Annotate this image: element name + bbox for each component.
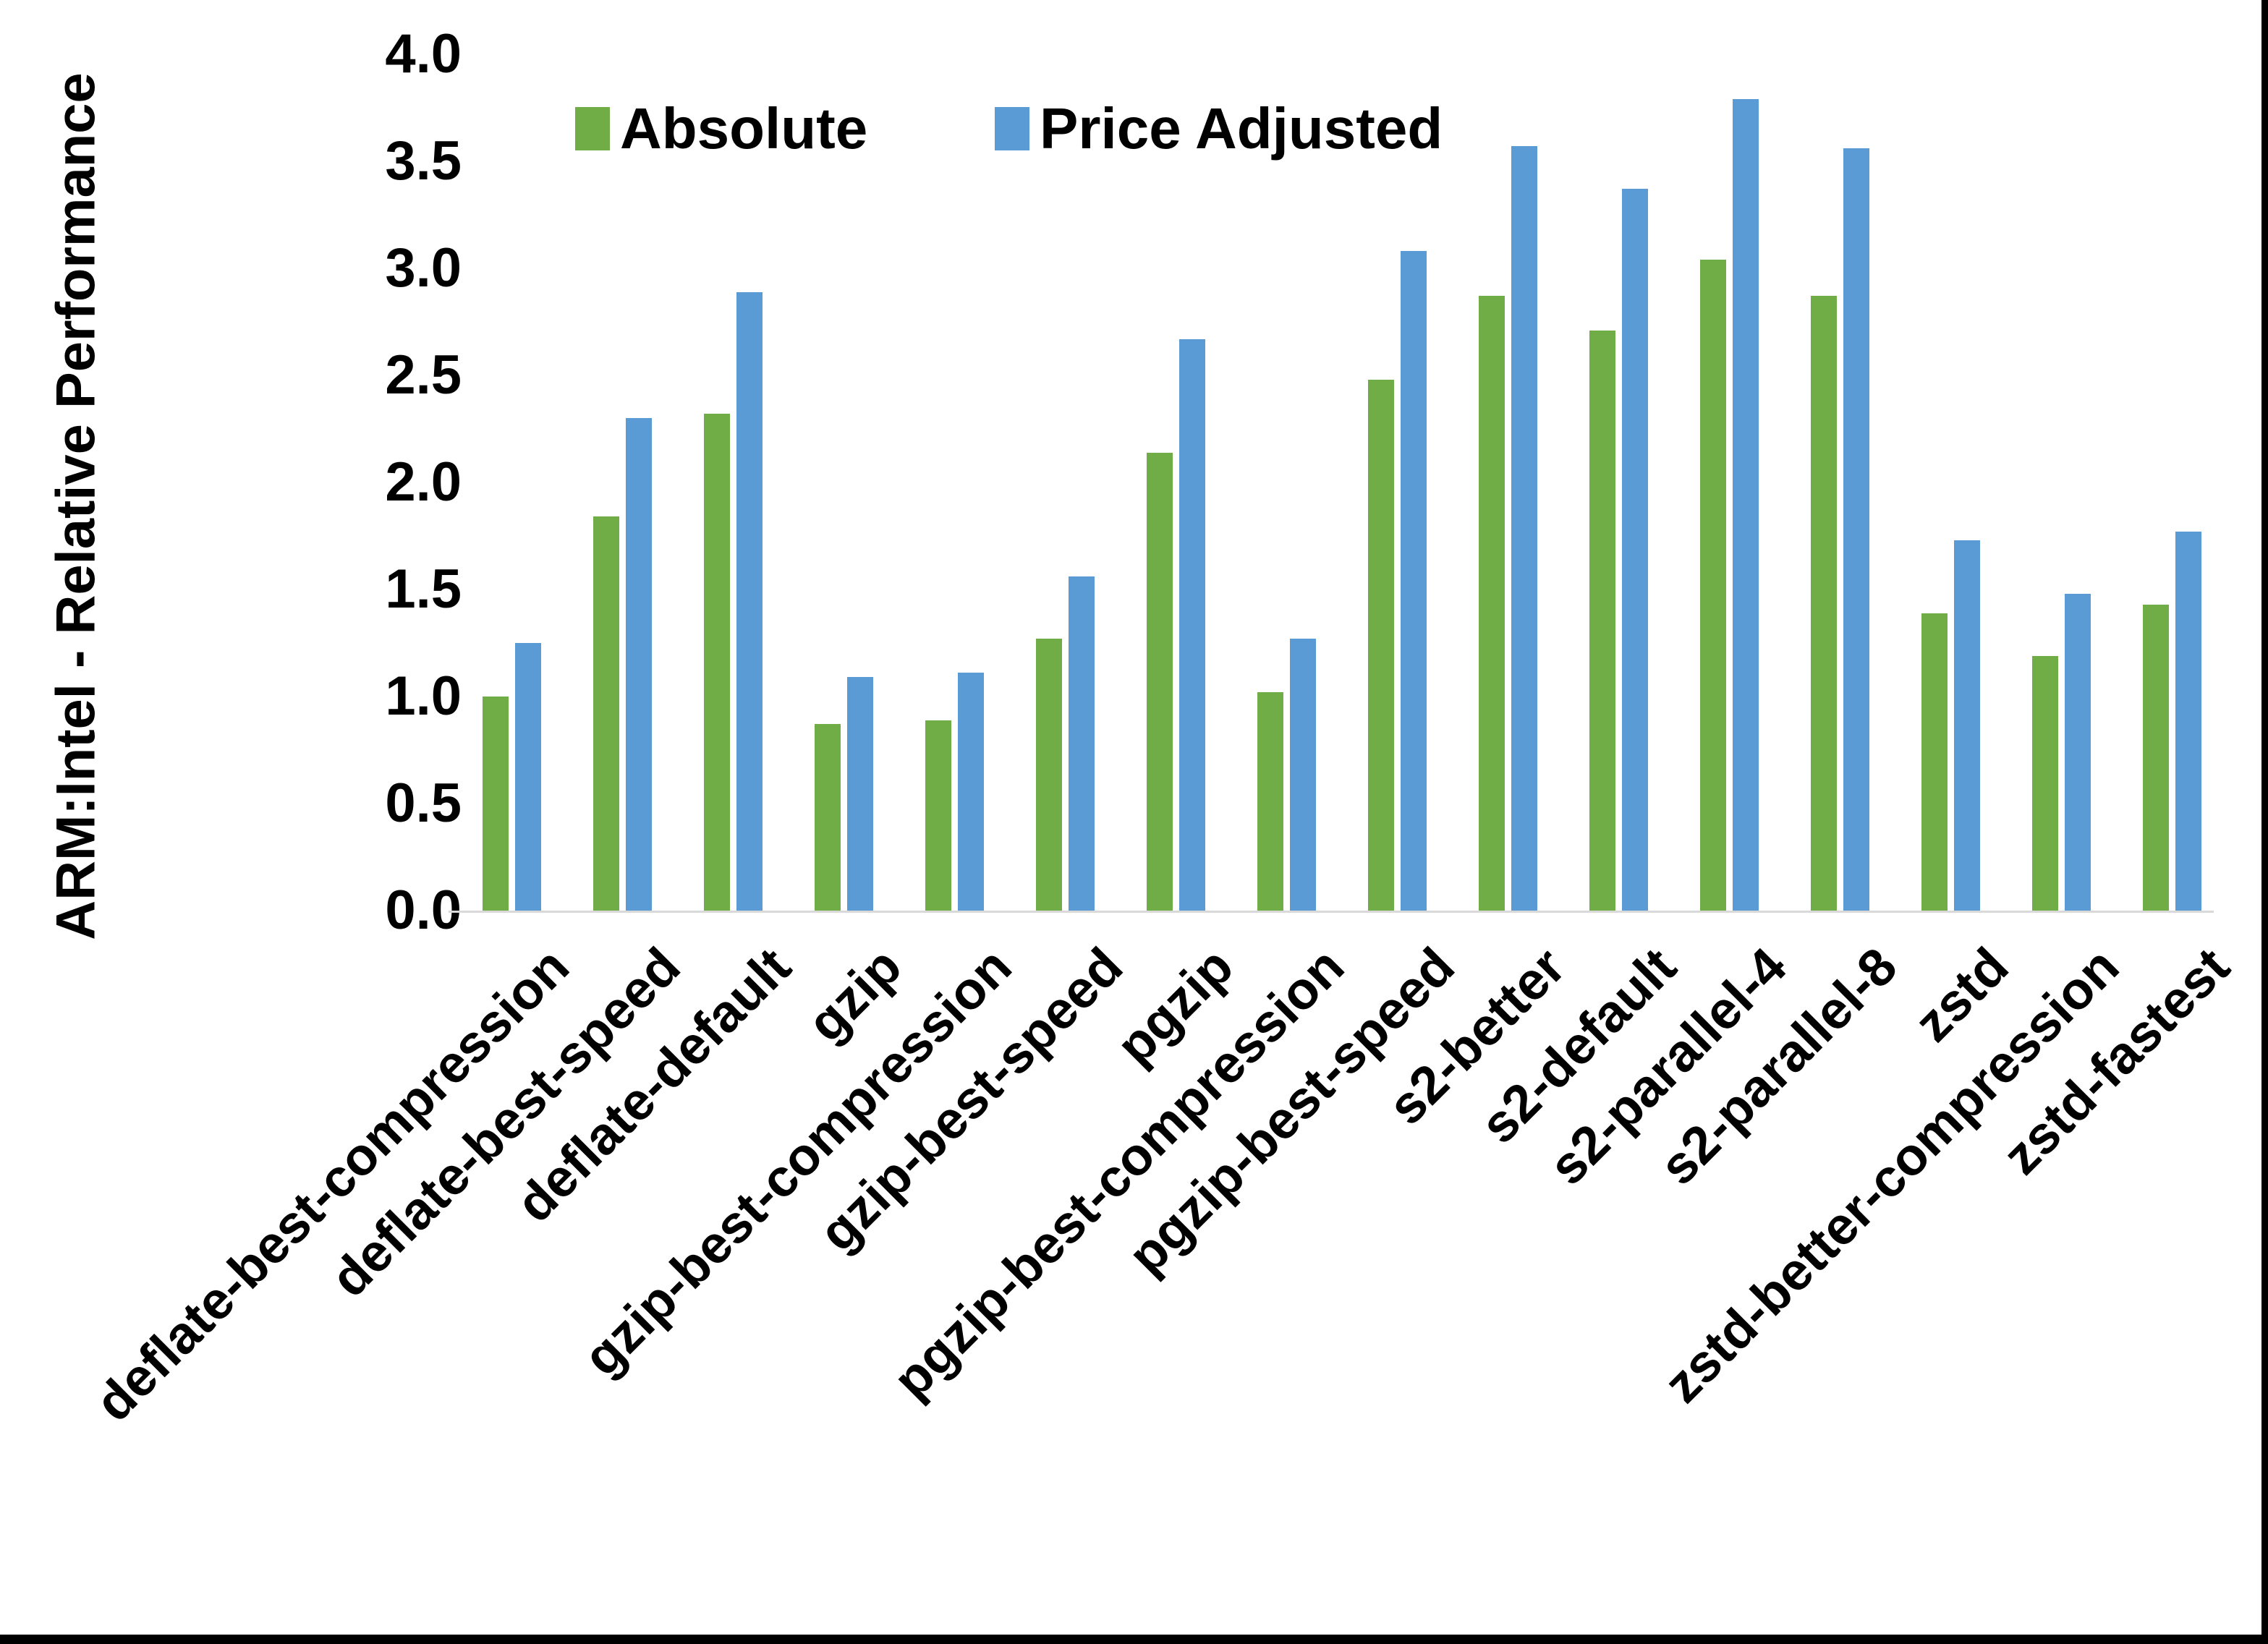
legend-label-absolute: Absolute (620, 96, 868, 161)
bar-absolute (2032, 655, 2058, 911)
category-label: deflate-best-compression (84, 937, 581, 1433)
bar-absolute (815, 724, 841, 911)
bar-price-adjusted (1843, 148, 1869, 911)
bar-absolute (1257, 692, 1283, 911)
bar-price-adjusted (1622, 189, 1648, 911)
bar-absolute (1036, 639, 1062, 911)
bar-absolute (1589, 330, 1615, 911)
legend-item-price-adjusted: Price Adjusted (995, 100, 1443, 158)
x-axis-line (449, 911, 2214, 913)
bar-price-adjusted (1954, 540, 1980, 911)
bar-absolute (1479, 296, 1505, 911)
bar-price-adjusted (515, 643, 541, 911)
y-tick-label: 4.0 (385, 23, 462, 85)
legend-label-price-adjusted: Price Adjusted (1040, 96, 1443, 161)
legend-swatch-absolute (575, 107, 610, 150)
bar-price-adjusted (1733, 99, 1759, 911)
bar-absolute (2143, 604, 2169, 911)
bar-price-adjusted (847, 677, 873, 911)
bar-price-adjusted (958, 673, 984, 911)
y-axis-title: ARM:Intel - Relative Performance (45, 72, 107, 940)
bar-absolute (483, 697, 509, 911)
bar-price-adjusted (1069, 576, 1095, 911)
legend-swatch-price-adjusted (995, 107, 1029, 150)
y-tick-label: 1.5 (385, 558, 462, 620)
legend-item-absolute: Absolute (575, 100, 867, 158)
y-tick-label: 1.0 (385, 665, 462, 727)
y-tick-label: 0.5 (385, 772, 462, 834)
bar-price-adjusted (1401, 251, 1427, 911)
screenshot-right-border (2261, 0, 2268, 1644)
y-tick-label: 3.5 (385, 130, 462, 192)
bar-price-adjusted (2065, 593, 2091, 911)
bar-price-adjusted (1179, 338, 1205, 911)
bar-absolute (1368, 379, 1394, 911)
bar-absolute (1700, 260, 1726, 911)
y-tick-label: 0.0 (385, 880, 462, 941)
bar-price-adjusted (736, 291, 763, 911)
screenshot-bottom-border (0, 1635, 2268, 1644)
bar-absolute (704, 414, 730, 911)
y-tick-label: 3.0 (385, 237, 462, 299)
bar-price-adjusted (2175, 532, 2201, 911)
bar-price-adjusted (1511, 146, 1537, 911)
bar-absolute (1147, 452, 1173, 911)
bar-absolute (925, 720, 951, 911)
bar-absolute (1811, 296, 1837, 911)
bar-absolute (1921, 613, 1948, 911)
bar-absolute (593, 516, 619, 911)
bar-price-adjusted (626, 418, 652, 911)
bar-price-adjusted (1290, 639, 1316, 911)
y-tick-label: 2.5 (385, 344, 462, 406)
y-tick-label: 2.0 (385, 451, 462, 513)
